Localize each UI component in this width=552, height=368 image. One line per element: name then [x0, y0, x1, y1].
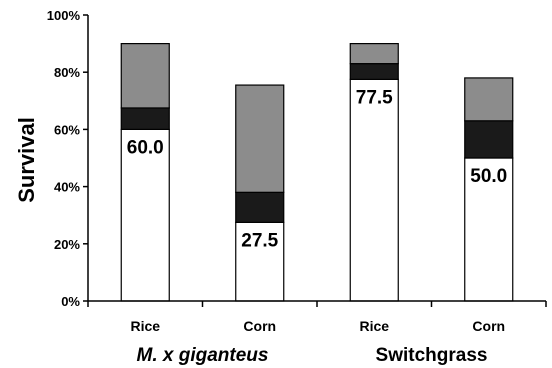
bar-segment: [235, 191, 285, 223]
x-axis: Rice Corn Rice Corn: [87, 300, 547, 334]
bars: [120, 42, 514, 302]
y-axis-label: Survival: [14, 117, 39, 203]
data-label: 60.0: [127, 137, 164, 158]
y-tick-label: 100%: [47, 8, 81, 23]
group-label: M. x giganteus: [137, 345, 269, 366]
x-category-label: Rice: [359, 318, 389, 334]
y-axis: 0% 20% 40% 60% 80% 100%: [47, 8, 89, 309]
y-tick-label: 80%: [54, 65, 80, 80]
group-label-part: giganteus: [178, 345, 269, 366]
bar-segment: [235, 221, 285, 302]
x-category-label: Rice: [130, 318, 160, 334]
y-tick-label: 40%: [54, 180, 80, 195]
x-category-label: Corn: [472, 318, 505, 334]
bar-segment: [120, 107, 170, 130]
bar-segment: [464, 157, 514, 302]
bar-segment: [349, 78, 399, 302]
group-label: Switchgrass: [376, 345, 488, 366]
data-labels: 60.0 27.5 77.5 50.0: [127, 87, 507, 251]
bar-segment: [235, 84, 285, 193]
x-category-label: Corn: [243, 318, 276, 334]
y-tick-label: 60%: [54, 122, 80, 137]
y-tick-label: 0%: [61, 294, 80, 309]
group-label-part: M. x: [137, 345, 179, 366]
bar-segment: [464, 77, 514, 122]
bar-segment: [120, 42, 170, 109]
bar-segment: [464, 120, 514, 159]
bar-segment: [349, 42, 399, 65]
data-label: 77.5: [356, 87, 393, 108]
bar-segment: [349, 63, 399, 80]
data-label: 50.0: [470, 166, 507, 187]
y-tick-label: 20%: [54, 237, 80, 252]
group-labels: M. x giganteus Switchgrass: [137, 345, 488, 366]
data-label: 27.5: [241, 230, 278, 251]
